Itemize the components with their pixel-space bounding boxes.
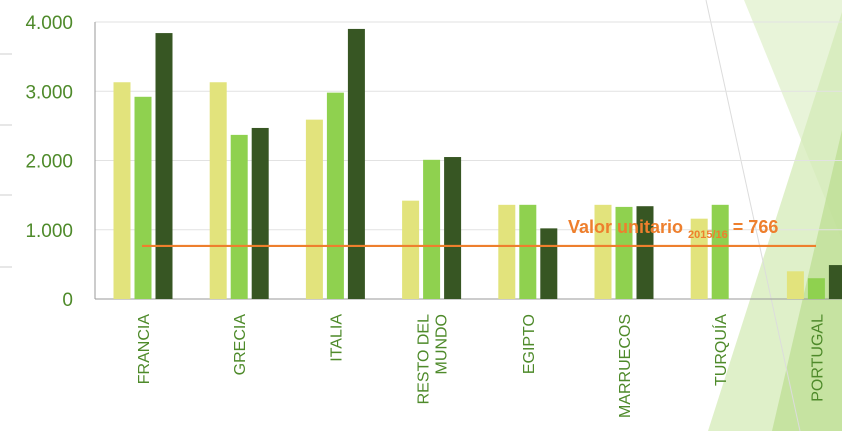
bar-7-1 — [690, 218, 708, 299]
bar-8-1 — [786, 271, 804, 299]
x-category-label-line: PORTUGAL — [809, 314, 826, 402]
bar-8-2 — [807, 278, 825, 299]
x-category-label-line: FRANCIA — [136, 314, 153, 385]
x-category-label-line: GRECIA — [232, 314, 249, 376]
x-category-label: RESTO DEL MUNDO — [416, 314, 451, 405]
decor-thin-line — [705, 0, 801, 431]
reference-line-group: Valor unitario 2015/16 = 766 — [142, 217, 816, 248]
x-category-label-line: TURQUÍA — [711, 314, 730, 386]
x-category-label-line: RESTO DEL — [416, 314, 433, 405]
bar-3-2 — [326, 92, 344, 299]
decor-triangle-dark — [772, 130, 842, 431]
background-decoration — [705, 0, 842, 431]
x-category-label-line: MUNDO — [434, 314, 451, 374]
x-category-label: EGIPTO — [521, 314, 538, 374]
bar-7-2 — [711, 204, 729, 299]
x-category-label: MARRUECOS — [617, 314, 634, 418]
y-tick-label: 2.000 — [25, 152, 73, 173]
reference-line-label: Valor unitario 2015/16 = 766 — [568, 217, 778, 241]
x-category-label: ITALIA — [328, 314, 345, 362]
bar-4-1 — [402, 200, 420, 299]
y-tick-label: 1.000 — [25, 221, 73, 242]
bar-5-3 — [540, 228, 558, 299]
bar-4-3 — [444, 157, 462, 299]
bar-5-1 — [498, 204, 516, 299]
x-category-label: PORTUGAL — [809, 314, 826, 402]
x-category-label: GRECIA — [232, 314, 249, 376]
x-category-label-line: EGIPTO — [521, 314, 538, 374]
bar-2-2 — [230, 134, 248, 299]
bar-2-3 — [251, 127, 269, 299]
bar-5-2 — [519, 204, 537, 299]
y-tick-label: 3.000 — [25, 82, 73, 103]
x-category-label-line: MARRUECOS — [617, 314, 634, 418]
bar-8-3 — [828, 265, 842, 299]
gridlines — [95, 21, 842, 231]
y-tick-label: 4.000 — [25, 13, 73, 34]
x-category-label: TURQUÍA — [711, 314, 730, 386]
left-margin-marks — [0, 53, 12, 268]
bar-2-1 — [209, 82, 227, 299]
bar-6-3 — [636, 206, 654, 299]
y-tick-label: 0 — [62, 290, 73, 311]
bar-1-3 — [155, 33, 173, 300]
x-category-label: FRANCIA — [136, 314, 153, 385]
bar-1-1 — [113, 82, 131, 299]
bars — [113, 28, 842, 300]
bar-6-1 — [594, 204, 612, 299]
bar-3-3 — [347, 28, 365, 300]
y-tick-labels: 4.000 3.000 2.000 1.000 0 — [25, 13, 73, 311]
bar-4-2 — [423, 159, 441, 299]
bar-1-2 — [134, 96, 152, 299]
bar-6-2 — [615, 206, 633, 299]
x-category-label-line: ITALIA — [328, 314, 345, 362]
x-category-labels: FRANCIA GRECIA ITALIA RESTO DEL MUNDO EGIPTO M… — [136, 314, 826, 418]
bar-3-1 — [305, 119, 323, 299]
